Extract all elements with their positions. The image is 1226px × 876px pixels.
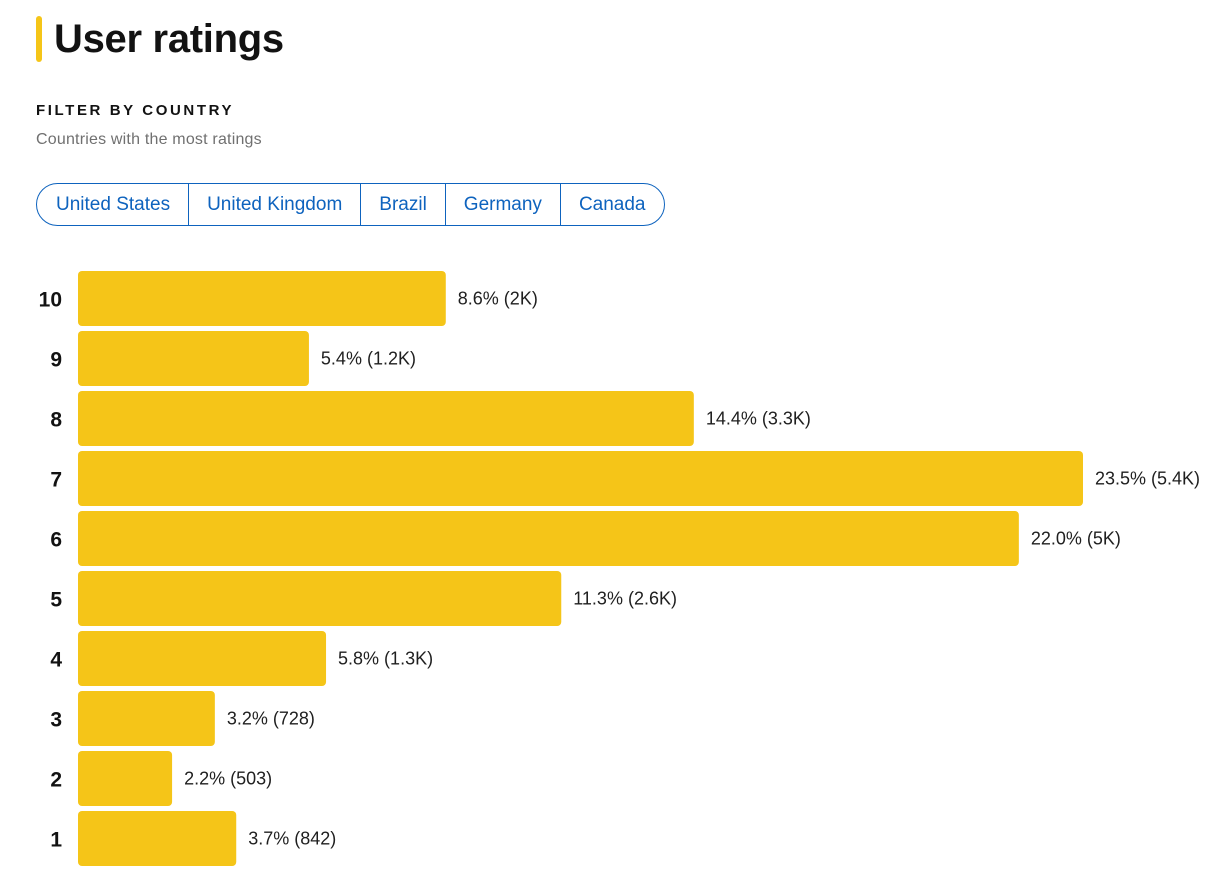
filter-subtitle: Countries with the most ratings <box>36 131 262 148</box>
page-title: User ratings <box>54 16 284 61</box>
rating-label-6: 6 <box>50 529 62 552</box>
rating-label-5: 5 <box>50 589 62 612</box>
rating-value-label-1: 3.7% (842) <box>248 829 336 849</box>
rating-label-7: 7 <box>50 469 62 492</box>
section-header: User ratings <box>36 14 284 64</box>
rating-value-label-4: 5.8% (1.3K) <box>338 649 433 669</box>
rating-value-label-2: 2.2% (503) <box>184 769 272 789</box>
rating-bar-8[interactable] <box>78 391 694 446</box>
rating-value-label-7: 23.5% (5.4K) <box>1095 469 1200 489</box>
header-accent-bar <box>36 16 42 62</box>
rating-label-10: 10 <box>39 289 62 312</box>
country-filter-group: United States United Kingdom Brazil Germ… <box>36 183 665 226</box>
rating-value-label-6: 22.0% (5K) <box>1031 529 1121 549</box>
rating-value-label-5: 11.3% (2.6K) <box>573 589 677 609</box>
rating-bar-2[interactable] <box>78 751 173 806</box>
country-button-united-kingdom[interactable]: United Kingdom <box>189 184 362 225</box>
country-button-germany[interactable]: Germany <box>446 184 561 225</box>
country-button-united-states[interactable]: United States <box>37 184 190 225</box>
rating-bar-3[interactable] <box>78 691 215 746</box>
rating-label-2: 2 <box>50 769 62 792</box>
rating-label-1: 1 <box>50 829 62 852</box>
rating-value-label-9: 5.4% (1.2K) <box>321 349 416 369</box>
rating-label-8: 8 <box>50 409 62 432</box>
rating-bar-6[interactable] <box>78 511 1019 566</box>
filter-heading: FILTER BY COUNTRY <box>36 102 235 119</box>
country-button-brazil[interactable]: Brazil <box>361 184 446 225</box>
country-button-canada[interactable]: Canada <box>578 193 646 215</box>
rating-value-label-8: 14.4% (3.3K) <box>706 409 811 429</box>
rating-bar-5[interactable] <box>78 571 562 626</box>
rating-value-label-10: 8.6% (2K) <box>458 289 538 309</box>
rating-bar-1[interactable] <box>78 811 237 866</box>
rating-label-3: 3 <box>50 709 62 732</box>
rating-bar-9[interactable] <box>78 331 309 386</box>
rating-label-9: 9 <box>50 349 62 372</box>
rating-bar-10[interactable] <box>78 271 446 326</box>
rating-value-label-3: 3.2% (728) <box>227 709 315 729</box>
rating-label-4: 4 <box>50 649 62 672</box>
rating-bar-4[interactable] <box>78 631 327 686</box>
rating-bar-7[interactable] <box>78 451 1083 506</box>
